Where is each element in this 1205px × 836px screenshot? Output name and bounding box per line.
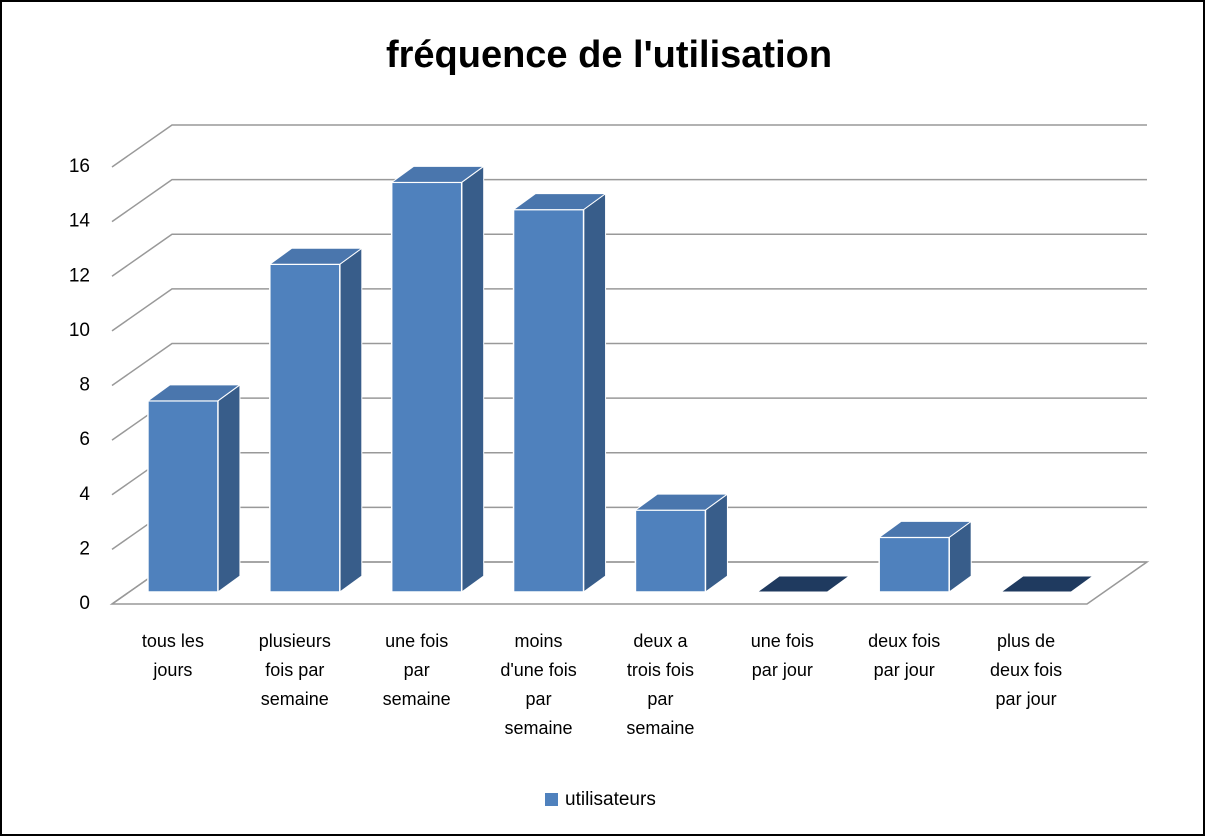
x-tick-label: plus de deux fois par jour [990,631,1063,709]
bar-side [339,247,363,593]
grid-line [111,178,1147,223]
y-tick-label: 6 [79,429,90,450]
bar [755,575,851,593]
x-tick-label: deux a trois fois par semaine [626,631,695,738]
bar [390,181,463,593]
grid-line [111,233,1147,277]
bar [999,575,1095,593]
bar-top [633,493,729,511]
bar [147,400,219,593]
bar-top [268,247,364,265]
bar-top [512,193,608,211]
grid-line [111,288,1147,332]
y-tick-label: 4 [79,484,90,505]
y-tick-label: 14 [69,211,91,232]
x-tick-label: deux fois par jour [868,631,941,680]
legend-label: utilisateurs [565,789,656,810]
bar-side [583,192,607,593]
bar [878,536,950,593]
bar [269,263,341,593]
bar-side [461,165,485,593]
x-tick-label: une fois par jour [750,631,814,680]
x-tick-label: plusieurs fois par semaine [258,631,331,709]
bar-top [390,165,486,183]
grid-line [111,124,1147,168]
y-tick-label: 2 [79,538,90,559]
y-tick-label: 16 [69,156,90,177]
floor [109,561,1150,605]
bar-top [146,384,242,402]
x-tick-label: une fois par semaine [382,631,451,709]
grid-line [111,342,1147,387]
grid-line [111,506,1147,550]
bar [634,509,707,593]
legend-swatch [545,793,558,806]
grid-line [111,452,1147,496]
bar-side [704,493,728,593]
y-tick-label: 12 [69,265,90,286]
chart-title: fréquence de l'utilisation [386,34,832,76]
grid-line [111,397,1147,441]
bar-side [217,383,241,593]
bar [512,208,585,593]
bar-top [877,520,973,538]
y-tick-label: 8 [79,375,90,396]
x-tick-label: moins d'une fois par semaine [500,631,577,738]
x-tick-label: tous les jours [141,631,204,680]
y-tick-label: 0 [79,593,90,614]
y-tick-label: 10 [69,320,90,341]
